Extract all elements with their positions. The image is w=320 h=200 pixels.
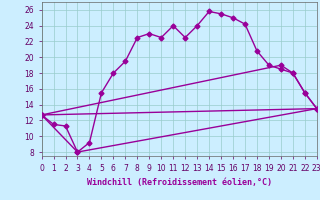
- X-axis label: Windchill (Refroidissement éolien,°C): Windchill (Refroidissement éolien,°C): [87, 178, 272, 187]
